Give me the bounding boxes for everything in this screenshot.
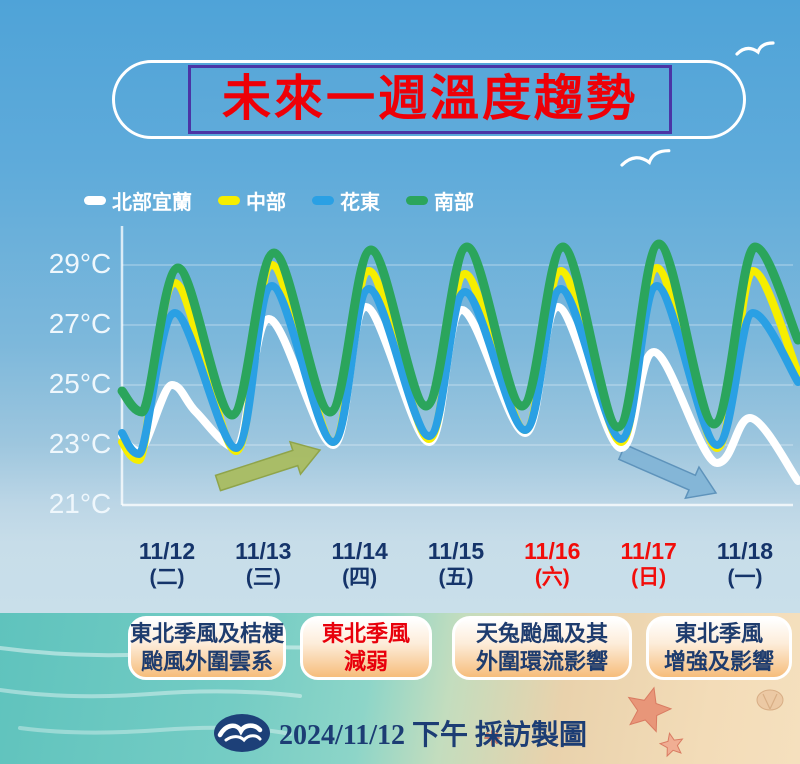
y-tick-label: 29°C <box>48 248 112 279</box>
page-title: 未來一週溫度趨勢 <box>221 72 638 126</box>
legend-swatch <box>84 196 106 205</box>
legend-item-北部宜蘭: 北部宜蘭 <box>84 186 192 215</box>
weekday-text: (三) <box>245 566 281 589</box>
weekday-text: (五) <box>438 566 474 589</box>
date-label-11-13: 11/13 (三) <box>214 538 312 591</box>
y-tick-label: 27°C <box>48 308 112 339</box>
weekday-text: (六) <box>534 566 570 589</box>
note-card-monsoon-weakens: 東北季風 減弱 <box>300 616 432 680</box>
legend-swatch <box>406 196 428 205</box>
weather-agency-logo-icon <box>213 714 270 752</box>
chart-legend: 北部宜蘭 中部 花東 南部 <box>84 186 474 215</box>
title-pill: 未來一週溫度趨勢 <box>112 60 746 139</box>
date-label-11-16: 11/16 (六) <box>503 538 601 591</box>
legend-item-花東: 花東 <box>312 186 380 215</box>
note-text: 颱風外圍雲系 <box>140 649 273 674</box>
footer: 2024/11/12 下午 採訪製圖 <box>0 708 800 758</box>
legend-label: 南部 <box>434 192 474 214</box>
note-text: 減弱 <box>343 649 388 674</box>
date-label-11-14: 11/14 (四) <box>311 538 409 591</box>
note-text: 外圍環流影響 <box>475 649 608 674</box>
legend-label: 中部 <box>246 192 286 214</box>
note-text: 東北季風及桔梗 <box>130 621 285 646</box>
legend-item-南部: 南部 <box>406 186 474 215</box>
legend-label: 北部宜蘭 <box>112 192 192 214</box>
weekday-text: (日) <box>631 566 667 589</box>
y-tick-label: 23°C <box>48 428 112 459</box>
date-text: 11/14 <box>331 538 388 564</box>
weekday-text: (一) <box>727 566 763 589</box>
note-card-northeast-monsoon-typhoon-cloud: 東北季風及桔梗 颱風外圍雲系 <box>128 616 286 680</box>
date-label-11-12: 11/12 (二) <box>118 538 216 591</box>
legend-swatch <box>218 196 240 205</box>
note-text: 天兔颱風及其 <box>475 621 608 646</box>
note-text: 東北季風 <box>674 621 763 646</box>
weekday-text: (四) <box>342 566 378 589</box>
date-text: 11/18 <box>716 538 774 564</box>
note-card-monsoon-strengthens: 東北季風 增強及影響 <box>646 616 792 680</box>
legend-item-中部: 中部 <box>218 186 286 215</box>
y-tick-label: 21°C <box>48 488 112 519</box>
title-frame: 未來一週溫度趨勢 <box>188 65 672 134</box>
date-text: 11/17 <box>620 538 677 564</box>
weekday-text: (二) <box>149 566 185 589</box>
note-text: 增強及影響 <box>663 649 774 674</box>
date-text: 11/12 <box>138 538 196 564</box>
date-label-11-15: 11/15 (五) <box>407 538 505 591</box>
legend-label: 花東 <box>340 192 380 214</box>
legend-swatch <box>312 196 334 205</box>
weather-notes-row: 東北季風及桔梗 颱風外圍雲系 東北季風 減弱 天兔颱風及其 外圍環流影響 東北季… <box>0 616 800 680</box>
footer-caption: 2024/11/12 下午 採訪製圖 <box>278 720 587 751</box>
y-tick-label: 25°C <box>48 368 112 399</box>
date-text: 11/16 <box>524 538 581 564</box>
date-text: 11/13 <box>235 538 292 564</box>
date-text: 11/15 <box>427 538 485 564</box>
date-label-11-17: 11/17 (日) <box>600 538 698 591</box>
date-label-11-18: 11/18 (一) <box>696 538 794 591</box>
note-text: 東北季風 <box>321 621 410 646</box>
note-card-typhoon-usagi-circulation: 天兔颱風及其 外圍環流影響 <box>452 616 632 680</box>
